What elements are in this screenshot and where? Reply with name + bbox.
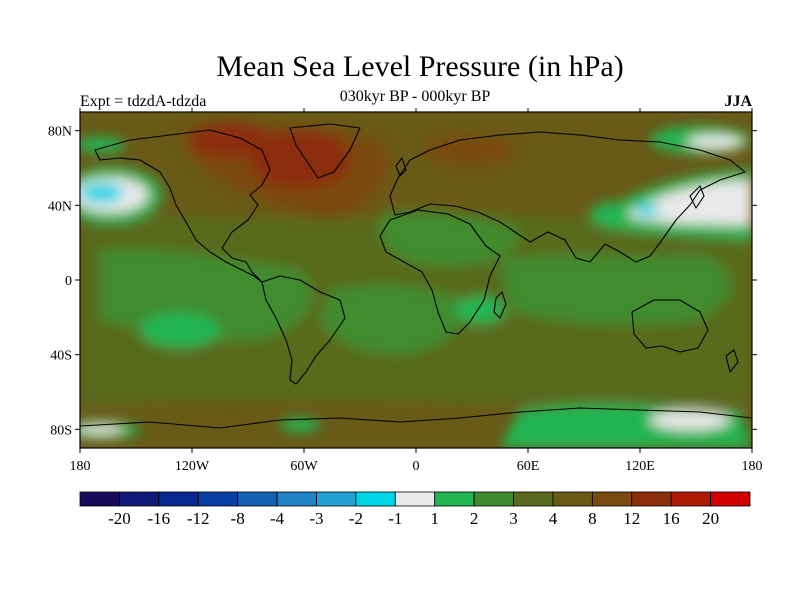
x-tick-label: 60E (517, 459, 540, 474)
colorbar-swatch (316, 491, 357, 507)
colorbar-label: -3 (309, 509, 323, 528)
colorbar-swatch (552, 491, 593, 507)
map-field (80, 112, 752, 448)
field-antarctic-west-white (80, 425, 124, 435)
season-label: JJA (724, 93, 752, 110)
chart-subtitle: 030kyr BP - 000kyr BP (339, 88, 491, 105)
colorbar-swatch (394, 491, 436, 507)
field-band-indian (500, 255, 730, 326)
field-easia-white (630, 180, 752, 225)
field-antarctic-white (650, 410, 730, 430)
colorbar-swatch (710, 491, 751, 507)
colorbar-label: -12 (187, 509, 210, 528)
field-arctic-east-white (687, 135, 743, 149)
colorbar-label: 1 (430, 509, 439, 528)
colorbar-swatch (631, 491, 672, 507)
colorbar-label: -16 (147, 509, 170, 528)
colorbar-label: -8 (231, 509, 245, 528)
axes: 180 120W 60W 0 60E 120E 180 80N 40N 0 40S 80S (48, 108, 763, 474)
colorbar-swatch (513, 491, 554, 507)
field-patch-pacific (140, 312, 220, 348)
coast-japan (689, 185, 705, 209)
coastlines (80, 123, 752, 429)
field-arctic-peak (190, 122, 270, 158)
field-band-africa (379, 210, 520, 267)
colorbar-swatch (276, 491, 317, 507)
y-tick-label: 0 (65, 274, 72, 289)
coast-australia (631, 299, 709, 353)
field-asia-peak (425, 136, 515, 164)
colorbar-swatch (670, 491, 711, 507)
colorbar-swatch (119, 491, 160, 507)
field-npac-cyan (80, 183, 124, 203)
colorbar-label: -2 (349, 509, 363, 528)
field-band-atlantic-south (320, 284, 462, 355)
field-na-west-green (80, 137, 125, 153)
y-tick-label: 80S (50, 423, 72, 438)
colorbar-swatch (473, 491, 514, 507)
coast-south-america (261, 275, 346, 385)
colorbar-label: 16 (663, 509, 680, 528)
x-tick-label: 120W (175, 459, 210, 474)
experiment-label: Expt = tdzdA-tdzda (80, 93, 207, 110)
y-tick-label: 40S (50, 349, 72, 364)
coast-greenland (289, 123, 361, 179)
field-easia-cyan (636, 204, 660, 216)
coast-antarctica (80, 407, 752, 429)
coast-madagascar (493, 291, 507, 319)
colorbar-swatch (434, 491, 475, 507)
coast-uk (395, 157, 407, 177)
field-antarctic-mid (280, 418, 320, 432)
colorbar-label: 8 (588, 509, 597, 528)
colorbar-swatch (355, 491, 396, 507)
colorbar-label: -1 (388, 509, 402, 528)
coast-africa (379, 209, 501, 335)
colorbar-label: 3 (509, 509, 518, 528)
coast-north-america (94, 129, 271, 283)
coast-eurasia (389, 131, 746, 263)
coast-new-zealand (725, 349, 739, 373)
colorbar-label: 12 (623, 509, 640, 528)
x-tick-label: 60W (290, 459, 318, 474)
colorbar-label: 20 (702, 509, 719, 528)
x-tick-label: 0 (413, 459, 420, 474)
chart-title: Mean Sea Level Pressure (in hPa) (216, 50, 624, 83)
colorbar-swatch (237, 491, 278, 507)
colorbar-swatch (591, 491, 633, 507)
colorbar-label: -20 (108, 509, 131, 528)
field-patch-indian (455, 296, 505, 324)
field-southern-band (80, 355, 752, 405)
colorbar-label: 4 (549, 509, 558, 528)
x-tick-label: 180 (742, 459, 763, 474)
x-tick-label: 180 (70, 459, 91, 474)
colorbar-label: 2 (470, 509, 479, 528)
colorbar-label: -4 (270, 509, 285, 528)
x-tick-label: 120E (625, 459, 655, 474)
colorbar-swatch (79, 491, 120, 507)
colorbar-swatch (197, 491, 239, 507)
y-tick-label: 40N (48, 199, 72, 214)
y-tick-label: 80N (48, 125, 72, 140)
field-atlantic-peak (295, 185, 365, 215)
colorbar-swatch (158, 491, 199, 507)
colorbar: -20 -16 -12 -8 -4 -3 -2 -1 1 2 3 4 8 12 16 20 (79, 491, 751, 528)
